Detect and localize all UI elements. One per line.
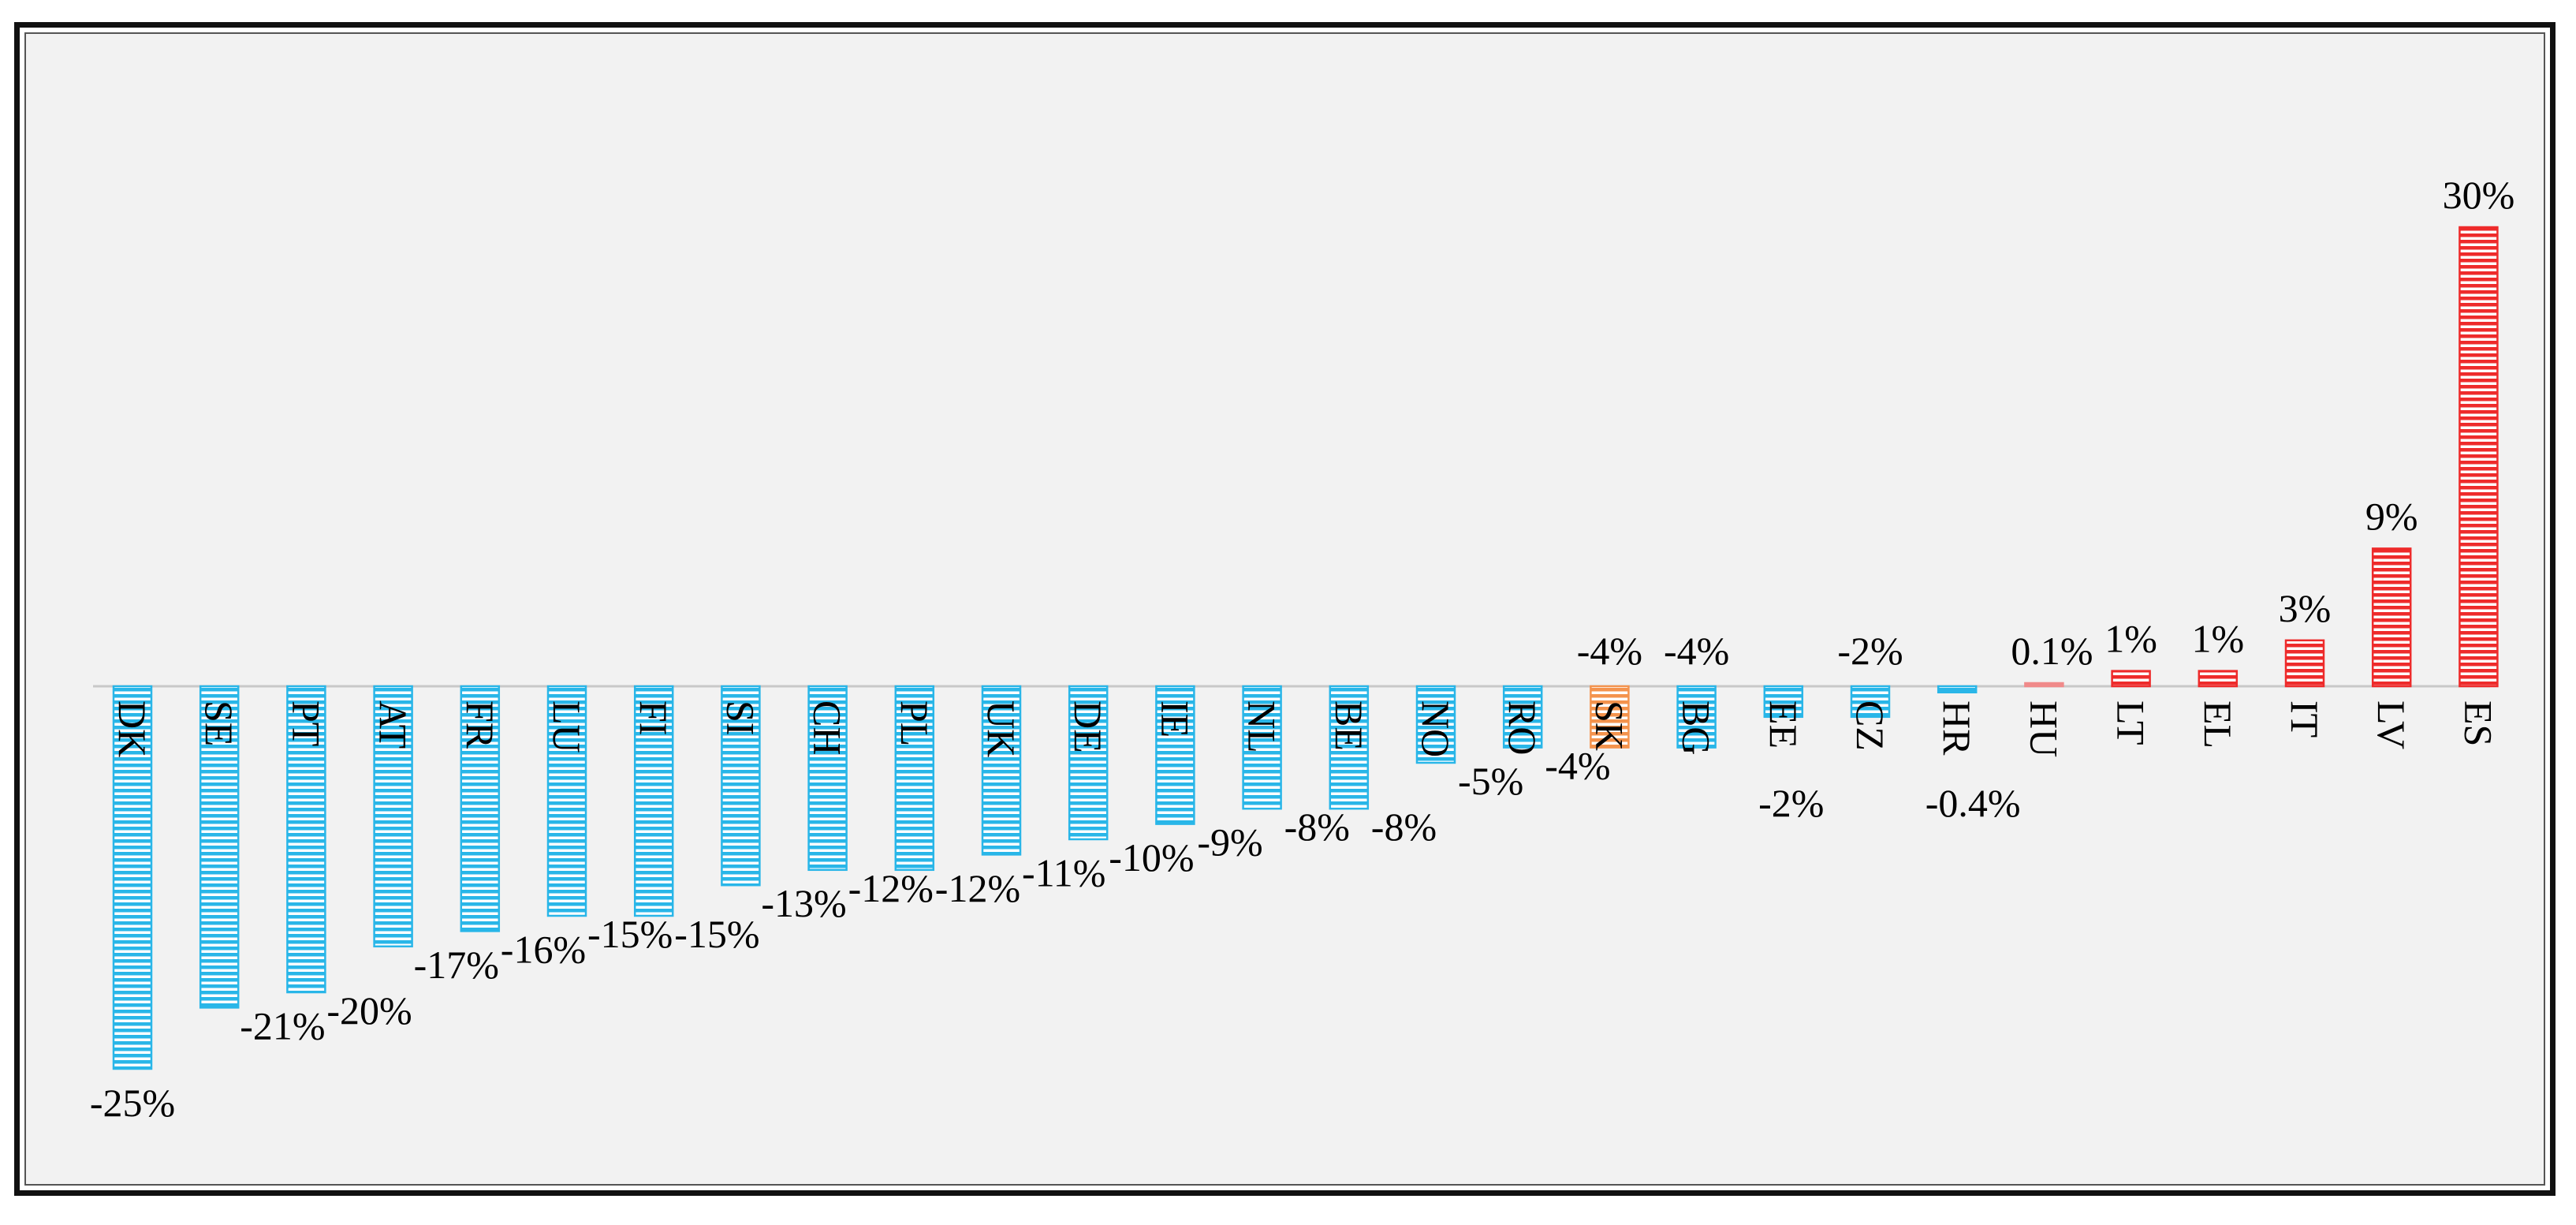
value-label-pt: -20%: [326, 988, 412, 1033]
value-label-pl: -12%: [935, 866, 1020, 910]
bar-el: [2198, 670, 2239, 688]
category-label-hu: HU: [2022, 700, 2066, 757]
category-label-fr: FR: [458, 700, 502, 749]
bar-hu: [2024, 682, 2064, 688]
category-label-uk: UK: [979, 700, 1023, 757]
value-label-fi: -15%: [674, 912, 759, 956]
chart-area: [24, 32, 2545, 1186]
bar-lu: [546, 685, 587, 917]
bar-fi: [633, 685, 674, 917]
bar-no: [1415, 685, 1456, 764]
value-label-ee: -2%: [1758, 781, 1824, 825]
category-label-at: AT: [371, 700, 416, 749]
category-label-it: IT: [2283, 700, 2327, 738]
bar-hr: [1937, 685, 1978, 694]
value-label-nl: -8%: [1284, 805, 1350, 849]
category-label-sk: SK: [1587, 700, 1631, 751]
bar-pt: [286, 685, 326, 994]
category-label-no: NO: [1414, 700, 1458, 757]
bar-sk: [1590, 685, 1630, 749]
value-label-se: -21%: [240, 1003, 325, 1048]
value-label-at: -17%: [414, 943, 499, 987]
bar-cz: [1850, 685, 1891, 719]
bar-ee: [1763, 685, 1804, 719]
category-label-se: SE: [197, 700, 241, 746]
bar-es: [2459, 226, 2499, 688]
bar-lv: [2371, 547, 2412, 688]
value-label-lu: -15%: [587, 912, 673, 956]
value-label-uk: -11%: [1022, 850, 1105, 894]
category-label-lv: LV: [2369, 700, 2414, 749]
value-label-hu: 0.1%: [2011, 629, 2093, 673]
value-label-ie: -9%: [1197, 820, 1262, 865]
category-label-el: EL: [2196, 700, 2240, 749]
value-label-it: 3%: [2279, 586, 2332, 630]
value-label-dk: -25%: [90, 1081, 175, 1125]
value-label-de: -10%: [1109, 835, 1194, 880]
category-label-ee: EE: [1761, 700, 1806, 749]
category-label-fi: FI: [632, 700, 676, 735]
category-label-pl: PL: [893, 700, 937, 746]
bar-at: [373, 685, 413, 948]
bar-ie: [1155, 685, 1195, 825]
bar-si: [721, 685, 761, 887]
category-label-nl: NL: [1240, 700, 1284, 753]
bar-lt: [2111, 670, 2151, 688]
category-label-bg: BG: [1675, 700, 1719, 755]
category-label-ch: CH: [806, 700, 850, 755]
value-label-si: -13%: [761, 881, 846, 925]
bar-nl: [1242, 685, 1282, 810]
value-label-lv: 9%: [2365, 494, 2418, 538]
bar-pl: [894, 685, 935, 872]
category-label-dk: DK: [110, 700, 155, 757]
category-label-cz: CZ: [1848, 700, 1892, 751]
category-label-ie: IE: [1153, 700, 1197, 738]
category-label-be: BE: [1327, 700, 1371, 751]
value-label-es: 30%: [2443, 173, 2515, 217]
bar-uk: [981, 685, 1022, 856]
value-label-lt: 1%: [2104, 617, 2157, 661]
bar-se: [199, 685, 240, 1009]
value-label-bg: -4%: [1664, 629, 1729, 673]
value-label-hr: -0.4%: [1925, 781, 2021, 825]
bar-be: [1329, 685, 1370, 810]
value-label-cz: -2%: [1837, 629, 1903, 673]
category-label-ro: RO: [1500, 700, 1545, 755]
category-label-si: SI: [718, 700, 762, 735]
category-label-es: ES: [2456, 700, 2500, 746]
category-label-de: DE: [1066, 700, 1110, 753]
bar-ch: [807, 685, 848, 872]
category-label-hr: HR: [1935, 700, 1979, 756]
category-label-lt: LT: [2109, 700, 2153, 745]
chart-frame: [14, 22, 2555, 1196]
value-label-ro: -4%: [1545, 744, 1610, 788]
bar-de: [1068, 685, 1109, 841]
value-label-el: 1%: [2191, 617, 2244, 661]
category-label-pt: PT: [284, 700, 328, 746]
bar-fr: [460, 685, 501, 932]
bar-dk: [112, 685, 153, 1070]
value-label-sk: -4%: [1577, 629, 1642, 673]
bar-ro: [1502, 685, 1543, 749]
bar-bg: [1676, 685, 1717, 749]
bar-it: [2284, 639, 2325, 688]
category-label-lu: LU: [545, 700, 589, 753]
value-label-fr: -16%: [501, 927, 586, 971]
value-label-ch: -12%: [848, 866, 934, 910]
value-label-no: -5%: [1458, 759, 1523, 803]
value-label-be: -8%: [1371, 805, 1437, 849]
